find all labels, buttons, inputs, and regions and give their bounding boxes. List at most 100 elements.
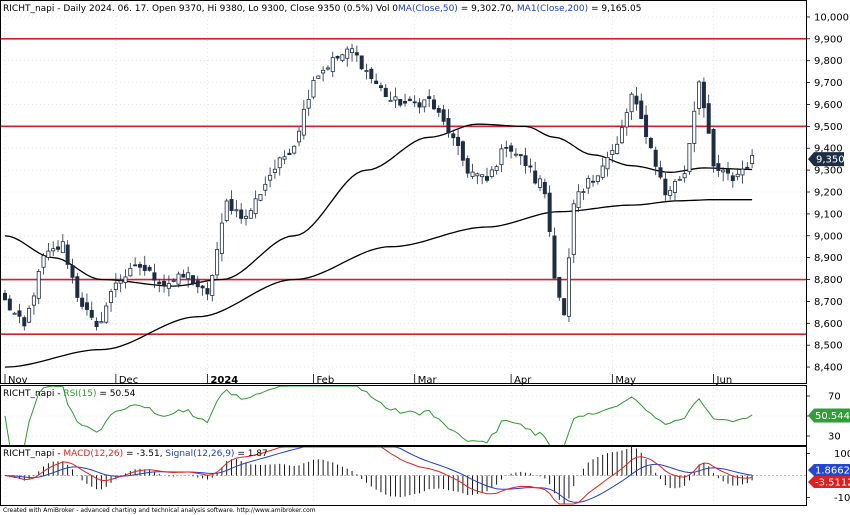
ma50-line (4, 123, 753, 287)
candle-11 (56, 240, 61, 252)
candle-body (248, 210, 253, 219)
header-prefix: RICHT_napi - Daily 2024. 06. 17. Open 93… (3, 4, 398, 14)
candle-body (345, 48, 350, 59)
macd-badge-shape (808, 476, 850, 488)
candle-body (12, 312, 17, 315)
candle-body (301, 108, 306, 136)
candle-18 (89, 301, 94, 321)
candle-27 (133, 257, 138, 267)
candle-body (542, 181, 547, 195)
ma200-path (4, 199, 753, 368)
candle-82 (398, 99, 403, 108)
rsi-panel: RICHT_napi - RSI(15) = 50.54 705030 50.5… (0, 385, 850, 447)
candle-138 (668, 186, 673, 200)
ytick-label-8400: 8,400 (814, 363, 843, 374)
candle-94 (456, 128, 461, 156)
candle-body (268, 174, 273, 181)
candle-121 (586, 175, 591, 194)
candle-135 (653, 146, 658, 176)
candle-body (398, 99, 403, 106)
candle-93 (451, 129, 456, 146)
candle-body (697, 81, 702, 109)
candle-111 (538, 175, 543, 192)
candle-body (562, 298, 567, 316)
candle-92 (446, 109, 451, 138)
macd-badges: 1.86622-3.51126 (808, 464, 850, 489)
candle-78 (378, 82, 383, 92)
candle-body (672, 181, 677, 193)
candle-body (735, 173, 740, 178)
candle-5 (27, 305, 32, 324)
candle-body (518, 154, 523, 157)
candle-body (104, 305, 109, 323)
candle-23 (113, 273, 118, 298)
candle-body (234, 209, 239, 212)
xtick-label-Jun: Jun (716, 375, 733, 386)
candle-body (721, 169, 726, 173)
candle-body (46, 250, 51, 258)
ytick-label-9000: 9,000 (814, 231, 843, 242)
candle-body (600, 165, 605, 178)
candle-19 (94, 317, 99, 331)
candle-63 (306, 89, 311, 116)
candle-36 (176, 271, 181, 288)
header-ma50-value: = 9,302.70, (458, 4, 517, 14)
candle-74 (359, 55, 364, 71)
candle-body (330, 57, 335, 73)
candle-body (171, 280, 176, 282)
candle-53 (258, 194, 263, 202)
candle-body (711, 129, 716, 167)
candle-body (484, 176, 489, 181)
candle-129 (624, 108, 629, 136)
candle-85 (412, 95, 417, 108)
candle-113 (547, 185, 552, 237)
rsi-sep: - (54, 389, 63, 399)
candle-60 (292, 145, 297, 155)
ytick-label-9500: 9,500 (814, 122, 843, 133)
ma200-line (4, 199, 753, 368)
candle-body (186, 272, 191, 280)
macd-header: RICHT_napi - MACD(12,26) = -3.51, Signal… (3, 449, 268, 459)
candle-67 (325, 65, 330, 71)
candle-43 (210, 274, 215, 302)
ytick-label-9100: 9,100 (814, 209, 843, 220)
candle-body (412, 101, 417, 104)
candle-body (369, 68, 374, 80)
candle-65 (316, 75, 321, 79)
candle-body (513, 153, 518, 156)
candle-body (494, 166, 499, 171)
candle-body (716, 163, 721, 171)
ytick-label-10000: 10,000 (814, 12, 849, 23)
macd-frame (0, 446, 807, 506)
candle-body (726, 168, 731, 174)
candle-body (277, 157, 282, 169)
candle-body (677, 178, 682, 181)
candle-body (109, 291, 114, 303)
candle-body (644, 114, 649, 138)
rsi-header: RICHT_napi - RSI(15) = 50.54 (3, 389, 136, 399)
candle-body (27, 308, 32, 323)
price-badge-shape (808, 152, 844, 167)
candle-108 (523, 147, 528, 174)
candle-96 (465, 155, 470, 178)
candle-body (750, 155, 755, 164)
xtick-label-2024: 2024 (210, 375, 238, 386)
candle-79 (383, 84, 388, 98)
candle-151 (730, 172, 735, 188)
candle-body (181, 273, 186, 278)
candle-150 (726, 162, 731, 181)
candle-10 (51, 241, 56, 257)
candle-body (653, 149, 658, 167)
footer-credit: Created with AmiBroker - advanced charti… (3, 507, 316, 514)
candle-body (639, 100, 644, 120)
candle-97 (470, 163, 475, 180)
candle-body (581, 191, 586, 193)
ytick-label-9900: 9,900 (814, 34, 843, 45)
candle-87 (422, 99, 427, 113)
candle-123 (595, 175, 600, 185)
candle-0 (3, 289, 8, 301)
candle-body (422, 99, 427, 108)
candle-13 (65, 240, 70, 270)
candle-body (586, 178, 591, 189)
candle-body (431, 99, 436, 110)
